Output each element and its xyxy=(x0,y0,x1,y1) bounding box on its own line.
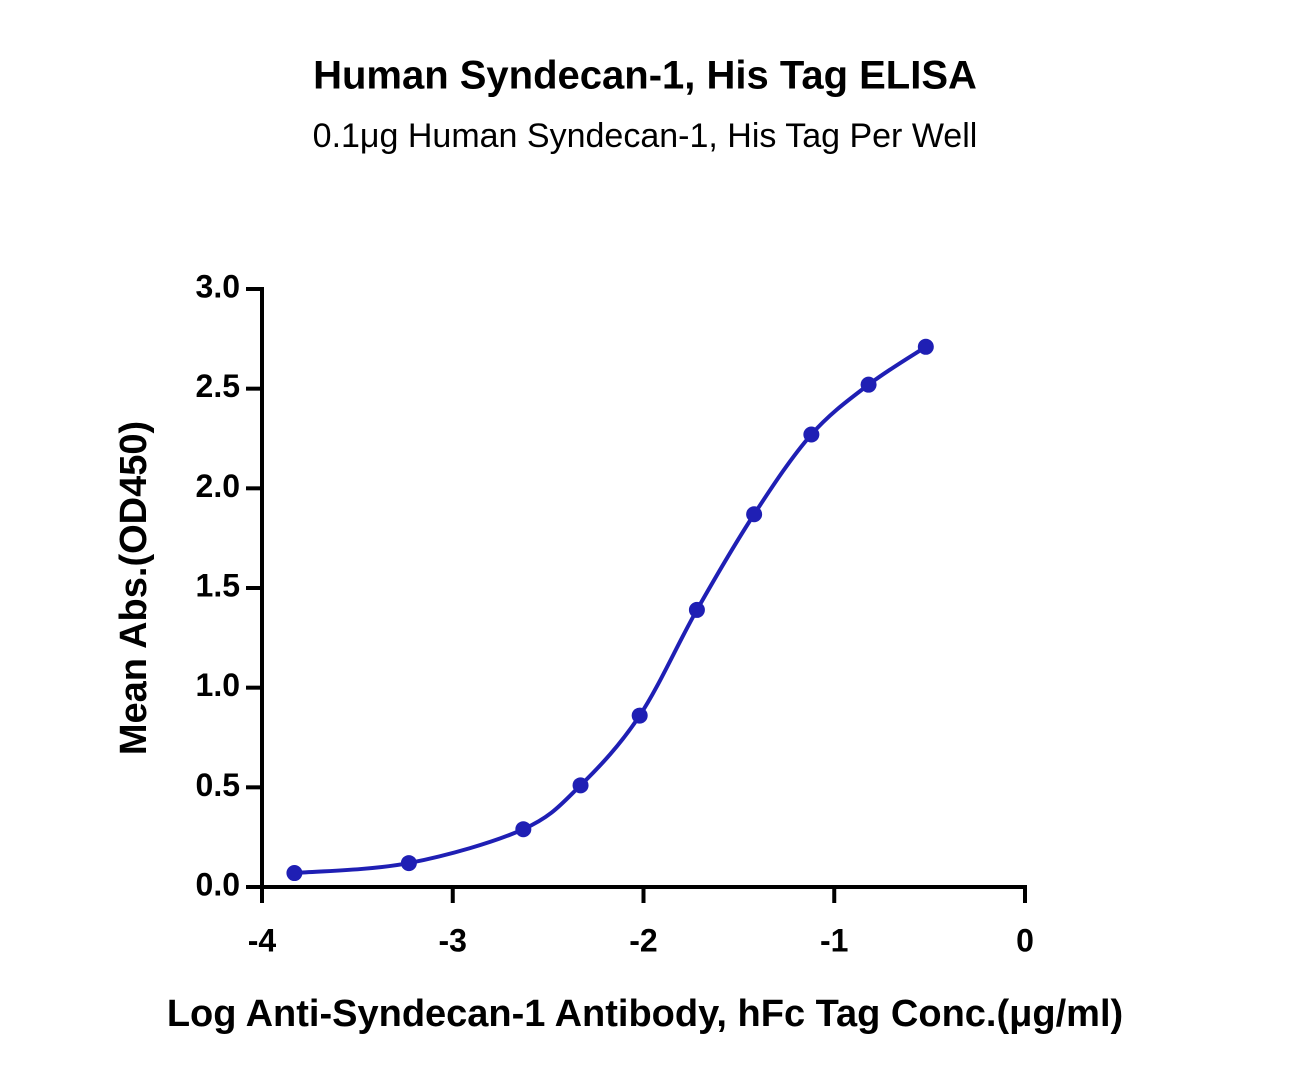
data-point xyxy=(860,376,877,393)
data-point xyxy=(515,821,532,838)
data-point xyxy=(572,777,589,794)
y-tick-label: 2.5 xyxy=(196,368,240,404)
x-tick-label: -2 xyxy=(629,922,657,958)
y-tick-label: 3.0 xyxy=(196,268,240,304)
data-point xyxy=(688,601,705,618)
y-tick-label: 2.0 xyxy=(196,468,240,504)
x-tick-label: -1 xyxy=(820,922,848,958)
y-axis-label: Mean Abs.(OD450) xyxy=(113,421,155,755)
data-point xyxy=(917,338,934,355)
chart-subtitle: 0.1μg Human Syndecan-1, His Tag Per Well xyxy=(313,117,978,155)
x-tick-label: 0 xyxy=(1016,922,1034,958)
y-tick-label: 0.0 xyxy=(196,866,240,902)
x-tick-label: -3 xyxy=(439,922,467,958)
data-point xyxy=(286,865,303,882)
x-axis-label: Log Anti-Syndecan-1 Antibody, hFc Tag Co… xyxy=(167,993,1123,1035)
data-point xyxy=(631,707,648,724)
x-tick-label: -4 xyxy=(248,922,277,958)
data-point xyxy=(400,855,417,872)
y-tick-label: 1.5 xyxy=(196,567,240,603)
y-tick-label: 0.5 xyxy=(196,767,240,803)
y-tick-label: 1.0 xyxy=(196,667,240,703)
fit-curve xyxy=(294,345,927,876)
data-point xyxy=(746,506,763,523)
chart-title: Human Syndecan-1, His Tag ELISA xyxy=(313,54,977,98)
data-point xyxy=(803,426,820,443)
